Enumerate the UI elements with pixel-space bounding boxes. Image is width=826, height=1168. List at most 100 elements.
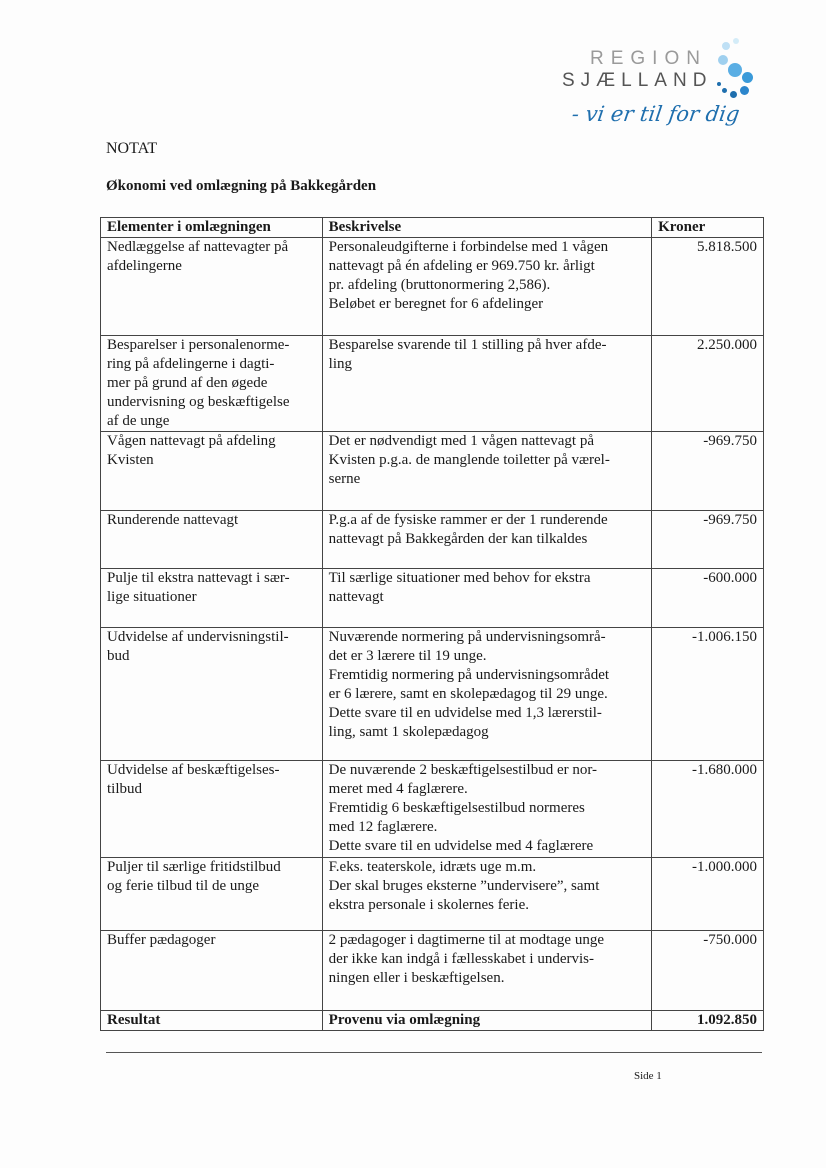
table-row: Vågen nattevagt på afdeling Kvisten Det er… xyxy=(100,431,764,511)
result-row: Resultat Provenu via omlægning 1.092.850 xyxy=(100,1010,764,1031)
document-type: NOTAT xyxy=(106,140,158,157)
element-cell-line: Udvidelse af beskæftigelses- xyxy=(107,762,280,778)
table-row: Buffer pædagoger 2 pædagoger i dagtimerne… xyxy=(100,930,764,1011)
amount-cell: 2.250.000 xyxy=(651,335,764,432)
description-cell: P.g.a af de fysiske rammer er der 1 rund… xyxy=(321,510,653,569)
page-number: Side 1 xyxy=(634,1070,662,1082)
description-cell-line: Dette svare til en udvidelse med 1,3 lær… xyxy=(328,705,602,721)
element-cell-line: ring på afdelingerne i dagti- xyxy=(107,356,275,372)
amount-cell: -969.750 xyxy=(651,510,764,569)
element-cell-line: Buffer pædagoger xyxy=(107,932,216,948)
table-row: Puljer til særlige fritidstilbud og ferie… xyxy=(100,857,764,931)
description-cell-line: F.eks. teaterskole, idræts uge m.m. xyxy=(328,859,537,875)
logo-dot xyxy=(728,63,742,77)
element-cell: Puljer til særlige fritidstilbud og ferie… xyxy=(100,857,323,931)
description-cell-line: Kvisten p.g.a. de manglende toiletter på… xyxy=(328,452,610,468)
description-cell-line: serne xyxy=(328,471,361,487)
element-cell-line: tilbud xyxy=(107,781,143,797)
description-cell-line: Personaleudgifterne i forbindelse med 1 … xyxy=(328,239,609,255)
economy-table: Elementer i omlægningen Beskrivelse Kron… xyxy=(100,217,764,1031)
description-cell-line: ekstra personale i skolernes ferie. xyxy=(328,897,529,913)
header-description: Beskrivelse xyxy=(321,217,653,238)
amount-cell: -600.000 xyxy=(651,568,764,628)
description-cell-line: ling xyxy=(328,356,352,372)
description-cell-line: Besparelse svarende til 1 stilling på hv… xyxy=(328,337,607,353)
element-cell: Udvidelse af undervisningstil-bud xyxy=(100,627,323,761)
element-cell-line: Udvidelse af undervisningstil- xyxy=(107,629,289,645)
description-cell-line: Til særlige situationer med behov for ek… xyxy=(328,570,591,586)
element-cell-line: Runderende nattevagt xyxy=(107,512,239,528)
table-row: Besparelser i personalenorme-ring på afd… xyxy=(100,335,764,432)
description-cell: De nuværende 2 beskæftigelsestilbud er n… xyxy=(321,760,653,858)
description-cell: Besparelse svarende til 1 stilling på hv… xyxy=(321,335,653,432)
description-cell-line: Fremtidig 6 beskæftigelsestilbud normere… xyxy=(328,800,585,816)
table-row: Udvidelse af beskæftigelses-tilbud De nuv… xyxy=(100,760,764,858)
logo-dot xyxy=(730,91,737,98)
element-cell-line: Kvisten xyxy=(107,452,154,468)
description-cell-line: nattevagt på Bakkegården der kan tilkald… xyxy=(328,531,588,547)
logo-dot xyxy=(717,82,721,86)
description-cell-line: 2 pædagoger i dagtimerne til at modtage … xyxy=(328,932,604,948)
amount-cell: -1.000.000 xyxy=(651,857,764,931)
element-cell-line: af de unge xyxy=(107,413,170,429)
document-title: Økonomi ved omlægning på Bakkegården xyxy=(106,178,377,194)
amount-cell: -969.750 xyxy=(651,431,764,511)
description-cell-line: Dette svare til en udvidelse med 4 faglæ… xyxy=(328,838,594,854)
logo-dot xyxy=(733,38,739,44)
logo-tagline: - vi er til for dig xyxy=(570,102,742,126)
element-cell: Runderende nattevagt xyxy=(100,510,323,569)
description-cell-line: meret med 4 faglærere. xyxy=(328,781,468,797)
description-cell: Nuværende normering på undervisningsområ… xyxy=(321,627,653,761)
table-row: Runderende nattevagt P.g.a af de fysiske … xyxy=(100,510,764,569)
logo-dot xyxy=(740,86,749,95)
description-cell-line: er 6 lærere, samt en skolepædagog til 29… xyxy=(328,686,608,702)
element-cell-line: afdelingerne xyxy=(107,258,182,274)
element-cell: Nedlæggelse af nattevagter på afdelingern… xyxy=(100,237,323,336)
description-cell: 2 pædagoger i dagtimerne til at modtage … xyxy=(321,930,653,1011)
element-cell: Besparelser i personalenorme-ring på afd… xyxy=(100,335,323,432)
element-cell-line: Pulje til ekstra nattevagt i sær- xyxy=(107,570,290,586)
description-cell-line: P.g.a af de fysiske rammer er der 1 rund… xyxy=(328,512,608,528)
description-cell: Personaleudgifterne i forbindelse med 1 … xyxy=(321,237,653,336)
description-cell-line: der ikke kan indgå i fællesskabet i unde… xyxy=(328,951,595,967)
result-description: Provenu via omlægning xyxy=(321,1010,653,1031)
element-cell: Vågen nattevagt på afdeling Kvisten xyxy=(100,431,323,511)
footer-divider xyxy=(106,1052,762,1053)
logo-line1: REGION xyxy=(590,48,707,69)
description-cell-line: De nuværende 2 beskæftigelsestilbud er n… xyxy=(328,762,598,778)
logo-dot xyxy=(722,88,727,93)
description-cell-line: nattevagt xyxy=(328,589,384,605)
description-cell-line: pr. afdeling (bruttonormering 2,586). xyxy=(328,277,551,293)
description-cell-line: Det er nødvendigt med 1 vågen nattevagt … xyxy=(328,433,594,449)
element-cell-line: bud xyxy=(107,648,130,664)
description-cell-line: Beløbet er beregnet for 6 afdelinger xyxy=(328,296,544,312)
element-cell-line: Nedlæggelse af nattevagter på xyxy=(107,239,289,255)
element-cell-line: undervisning og beskæftigelse xyxy=(107,394,290,410)
header-elements: Elementer i omlægningen xyxy=(100,217,323,238)
description-cell-line: det er 3 lærere til 19 unge. xyxy=(328,648,487,664)
description-cell-line: nattevagt på én afdeling er 969.750 kr. … xyxy=(328,258,595,274)
result-label: Resultat xyxy=(100,1010,323,1031)
amount-cell: -750.000 xyxy=(651,930,764,1011)
header-amount: Kroner xyxy=(651,217,764,238)
logo-dot xyxy=(742,72,753,83)
description-cell: Til særlige situationer med behov for ek… xyxy=(321,568,653,628)
description-cell: Det er nødvendigt med 1 vågen nattevagt … xyxy=(321,431,653,511)
amount-cell: -1.680.000 xyxy=(651,760,764,858)
region-sjaelland-logo: REGION SJÆLLAND - vi er til for dig xyxy=(560,30,780,150)
description-cell: F.eks. teaterskole, idræts uge m.m. Der s… xyxy=(321,857,653,931)
logo-dot xyxy=(718,55,728,65)
element-cell-line: Vågen nattevagt på afdeling xyxy=(107,433,276,449)
description-cell-line: ling, samt 1 skolepædagog xyxy=(328,724,489,740)
element-cell-line: Besparelser i personalenorme- xyxy=(107,337,290,353)
result-amount: 1.092.850 xyxy=(651,1010,764,1031)
element-cell: Buffer pædagoger xyxy=(100,930,323,1011)
logo-line2: SJÆLLAND xyxy=(562,70,713,91)
description-cell-line: Fremtidig normering på undervisningsområ… xyxy=(328,667,610,683)
table-row: Udvidelse af undervisningstil-bud Nuværen… xyxy=(100,627,764,761)
logo-dot xyxy=(722,42,730,50)
amount-cell: -1.006.150 xyxy=(651,627,764,761)
description-cell-line: Der skal bruges eksterne ”undervisere”, … xyxy=(328,878,600,894)
element-cell-line: og ferie tilbud til de unge xyxy=(107,878,260,894)
